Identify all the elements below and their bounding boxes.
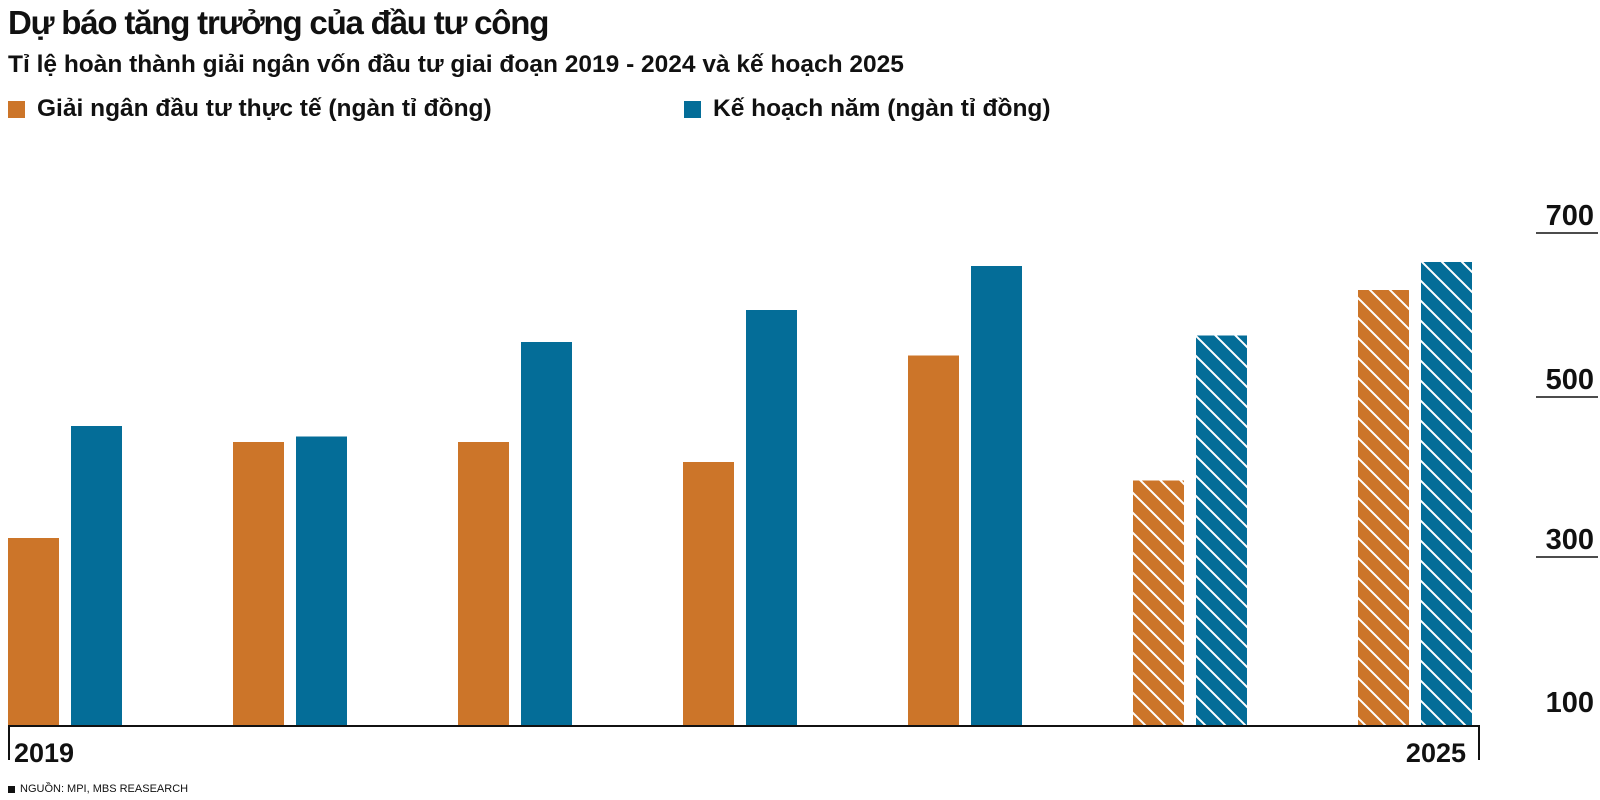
legend-label-actual: Giải ngân đầu tư thực tế (ngàn tỉ đồng)	[37, 95, 492, 122]
y-tick-label-300: 300	[1546, 524, 1594, 556]
chart-title: Dự báo tăng trưởng của đầu tư công	[8, 4, 549, 41]
source-square-icon	[8, 785, 15, 793]
chart-subtitle: Tỉ lệ hoàn thành giải ngân vốn đầu tư gi…	[8, 51, 904, 78]
bar-plan-1	[71, 426, 122, 726]
bar-actual-5	[908, 355, 959, 726]
source-text: NGUỒN: MPI, MBS REASEARCH	[20, 783, 189, 795]
x-tick-label-first: 2019	[14, 738, 74, 768]
bar-actual-4	[683, 462, 734, 726]
legend-swatch-plan	[684, 100, 701, 118]
y-tick-label-100: 100	[1546, 687, 1594, 719]
source-note: NGUỒN: MPI, MBS REASEARCH	[8, 781, 188, 797]
bar-plan-3	[521, 342, 572, 726]
bar-plan-2	[296, 436, 347, 726]
legend-item-actual: Giải ngân đầu tư thực tế (ngàn tỉ đồng)	[8, 91, 492, 127]
bars-group	[8, 262, 1472, 726]
bar-plan-4	[746, 310, 797, 726]
bar-hatch-actual-7	[1358, 290, 1409, 726]
bar-hatch-plan-6	[1196, 335, 1247, 726]
y-tick-label-700: 700	[1546, 200, 1594, 232]
bar-actual-2	[233, 442, 284, 726]
bar-actual-1	[8, 538, 59, 726]
y-tick-label-500: 500	[1546, 364, 1594, 396]
bar-hatch-plan-7	[1421, 262, 1472, 726]
bar-hatch-actual-6	[1133, 480, 1184, 726]
legend-label-plan: Kế hoạch năm (ngàn tỉ đồng)	[713, 95, 1051, 122]
bar-plan-5	[971, 266, 1022, 726]
legend-item-plan: Kế hoạch năm (ngàn tỉ đồng)	[684, 91, 1051, 127]
bar-actual-3	[458, 442, 509, 726]
x-tick-label-last: 2025	[1406, 738, 1466, 768]
legend-swatch-actual	[8, 100, 25, 118]
axes-group: 2019 2025 100 300 500 700	[8, 200, 1598, 768]
